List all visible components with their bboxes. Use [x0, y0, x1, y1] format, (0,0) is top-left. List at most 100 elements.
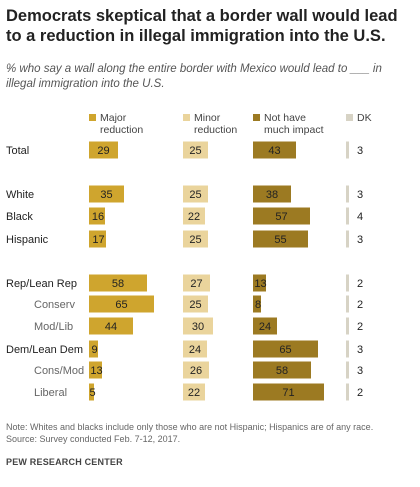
bar-major	[89, 361, 102, 379]
category-label: Dem/Lean Dem	[6, 344, 83, 356]
legend-swatch-1	[89, 114, 96, 121]
source-text: Source: Survey conducted Feb. 7-12, 2017…	[6, 434, 181, 444]
value-label-minor: 25	[189, 189, 201, 201]
bar-minor	[183, 361, 209, 379]
bar-major	[89, 317, 133, 335]
legend-swatch-3	[253, 114, 260, 121]
bar-minor	[183, 274, 210, 292]
bar-minor	[183, 383, 205, 401]
bar-not-much-impact	[253, 361, 311, 379]
value-label-dk: 2	[357, 278, 363, 290]
category-label: White	[6, 189, 34, 201]
value-label-minor: 22	[188, 211, 200, 223]
chart-notes: Note: Whites and blacks include only tho…	[6, 421, 416, 445]
bar-major	[89, 274, 147, 292]
value-label-major: 17	[92, 234, 104, 246]
bar-not-much-impact	[253, 207, 310, 225]
value-label-minor: 26	[190, 365, 202, 377]
bar-minor	[183, 207, 205, 225]
category-label: Rep/Lean Rep	[6, 278, 77, 290]
bar-dk	[346, 230, 349, 248]
value-label-dk: 4	[357, 211, 363, 223]
value-label-major: 13	[90, 365, 102, 377]
bar-minor	[183, 317, 213, 335]
category-label: Liberal	[34, 387, 67, 399]
category-label: Cons/Mod	[34, 365, 84, 377]
value-label-minor: 24	[189, 344, 201, 356]
value-label-not-much-impact: 24	[259, 321, 271, 333]
bar-major	[89, 230, 106, 248]
bar-not-much-impact	[253, 274, 266, 292]
value-label-not-much-impact: 71	[282, 387, 294, 399]
value-label-not-much-impact: 55	[274, 234, 286, 246]
value-label-not-much-impact: 38	[266, 189, 278, 201]
category-label: Hispanic	[6, 234, 49, 246]
value-label-not-much-impact: 65	[279, 344, 291, 356]
value-label-minor: 25	[189, 234, 201, 246]
value-label-dk: 2	[357, 299, 363, 311]
value-label-dk: 3	[357, 234, 363, 246]
bar-minor	[183, 230, 208, 248]
bar-not-much-impact	[253, 383, 324, 401]
value-label-minor: 27	[190, 278, 202, 290]
bar-dk	[346, 340, 349, 358]
bar-not-much-impact	[253, 317, 277, 335]
bar-dk	[346, 185, 349, 203]
bar-minor	[183, 340, 207, 358]
legend-swatch-2	[183, 114, 190, 121]
bar-not-much-impact	[253, 185, 291, 203]
bar-major	[89, 185, 124, 203]
value-label-dk: 3	[357, 145, 363, 157]
value-label-major: 44	[105, 321, 117, 333]
bar-major	[89, 340, 98, 358]
value-label-major: 58	[112, 278, 124, 290]
bar-major	[89, 207, 105, 225]
bar-dk	[346, 207, 349, 225]
chart-subtitle: % who say a wall along the entire border…	[6, 63, 382, 90]
value-label-dk: 2	[357, 321, 363, 333]
bar-dk	[346, 317, 349, 335]
bar-major	[89, 383, 94, 401]
legend-label-4: DK	[357, 112, 372, 124]
legend-swatch-4	[346, 114, 353, 121]
value-label-major: 9	[91, 344, 97, 356]
value-label-not-much-impact: 13	[254, 278, 266, 290]
category-label: Conserv	[34, 299, 75, 311]
value-label-not-much-impact: 57	[275, 211, 287, 223]
value-label-minor: 22	[188, 387, 200, 399]
value-label-not-much-impact: 8	[255, 299, 261, 311]
legend-label-3: Not have much impact	[264, 112, 324, 136]
category-label: Black	[6, 211, 33, 223]
footer-credit: PEW RESEARCH CENTER	[6, 457, 123, 467]
value-label-not-much-impact: 43	[268, 145, 280, 157]
value-label-major: 65	[115, 299, 127, 311]
category-label: Mod/Lib	[34, 321, 73, 333]
bar-minor	[183, 185, 208, 203]
bar-major	[89, 295, 154, 313]
bar-dk	[346, 295, 349, 313]
value-label-minor: 25	[189, 299, 201, 311]
value-label-major: 5	[89, 387, 95, 399]
value-label-major: 29	[97, 145, 109, 157]
value-label-dk: 3	[357, 365, 363, 377]
value-label-major: 16	[92, 211, 104, 223]
bar-not-much-impact	[253, 295, 261, 313]
legend-label-1: Major reduction	[100, 112, 143, 136]
bar-not-much-impact	[253, 141, 296, 159]
bar-dk	[346, 274, 349, 292]
chart-title: Democrats skeptical that a border wall w…	[6, 7, 398, 45]
category-label: Total	[6, 145, 29, 157]
value-label-minor: 25	[189, 145, 201, 157]
bar-major	[89, 141, 118, 159]
value-label-major: 35	[100, 189, 112, 201]
bar-minor	[183, 295, 208, 313]
bar-dk	[346, 361, 349, 379]
bar-not-much-impact	[253, 340, 318, 358]
value-label-minor: 30	[192, 321, 204, 333]
value-label-dk: 2	[357, 387, 363, 399]
note-text: Note: Whites and blacks include only tho…	[6, 422, 374, 432]
value-label-dk: 3	[357, 344, 363, 356]
bar-minor	[183, 141, 208, 159]
legend-label-2: Minor reduction	[194, 112, 237, 136]
